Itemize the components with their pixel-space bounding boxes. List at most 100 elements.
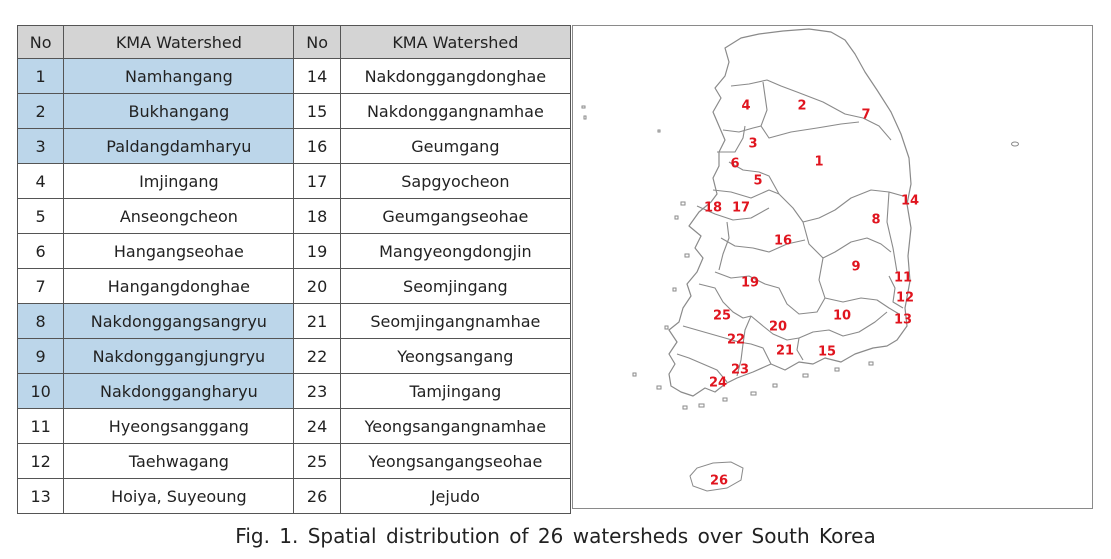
column-header-watershed: KMA Watershed xyxy=(339,25,572,59)
watershed-name: Mangyeongdongjin xyxy=(339,233,572,269)
watershed-label: 7 xyxy=(861,108,870,123)
watershed-name: Geumgang xyxy=(339,128,572,164)
south-korea-map: 1234567891011121314151617181920212223242… xyxy=(581,28,1019,492)
watershed-label: 2 xyxy=(797,99,806,114)
watershed-label: 22 xyxy=(727,333,745,348)
table-row: 5 Anseongcheon 18 Geumgangseohae xyxy=(16,198,572,234)
watershed-label: 26 xyxy=(710,474,728,489)
islands xyxy=(581,105,1019,492)
watershed-number: 14 xyxy=(293,58,341,94)
islet xyxy=(682,405,688,410)
watershed-name: Hyeongsanggang xyxy=(63,408,295,444)
watershed-label: 3 xyxy=(748,137,757,152)
table-row: 2 Bukhangang 15 Nakdonggangnamhae xyxy=(16,93,572,129)
watershed-label: 13 xyxy=(894,313,912,328)
watershed-name: Hoiya, Suyeoung xyxy=(63,478,295,514)
islet xyxy=(834,367,840,372)
islet xyxy=(750,391,757,396)
watershed-label: 9 xyxy=(851,260,860,275)
islet xyxy=(632,372,637,377)
watershed-name: Sapgyocheon xyxy=(339,163,572,199)
mainland xyxy=(668,28,912,397)
watershed-number: 23 xyxy=(293,373,341,409)
islet xyxy=(802,373,809,378)
watershed-name: Taehwagang xyxy=(63,443,295,479)
islet xyxy=(698,403,705,408)
watershed-label: 12 xyxy=(896,291,914,306)
islet xyxy=(583,115,587,120)
table-row: 4 Imjingang 17 Sapgyocheon xyxy=(16,163,572,199)
watershed-number: 3 xyxy=(16,128,65,164)
watershed-boundaries xyxy=(676,79,904,383)
watershed-number: 19 xyxy=(293,233,341,269)
watershed-labels: 1234567891011121314151617181920212223242… xyxy=(704,99,919,489)
table-row: 11 Hyeongsanggang 24 Yeongsangangnamhae xyxy=(16,408,572,444)
islet xyxy=(674,215,679,220)
watershed-label: 5 xyxy=(753,174,762,189)
islet xyxy=(656,385,662,390)
watershed-name: Seomjingang xyxy=(339,268,572,304)
watershed-number: 1 xyxy=(16,58,65,94)
watershed-label: 4 xyxy=(741,99,750,114)
table-row: 12 Taehwagang 25 Yeongsangangseohae xyxy=(16,443,572,479)
watershed-label: 11 xyxy=(894,271,912,286)
watershed-name: Nakdonggangjungryu xyxy=(63,338,295,374)
watershed-number: 18 xyxy=(293,198,341,234)
column-header-no: No xyxy=(293,25,341,59)
watershed-name: Namhangang xyxy=(63,58,295,94)
table-row: 7 Hangangdonghae 20 Seomjingang xyxy=(16,268,572,304)
watershed-name: Hangangseohae xyxy=(63,233,295,269)
watershed-number: 22 xyxy=(293,338,341,374)
watershed-label: 21 xyxy=(776,344,794,359)
watershed-number: 16 xyxy=(293,128,341,164)
islet xyxy=(684,253,690,258)
figure-caption: Fig. 1. Spatial distribution of 26 water… xyxy=(235,524,876,548)
watershed-name: Bukhangang xyxy=(63,93,295,129)
table-header-row: No KMA Watershed No KMA Watershed xyxy=(16,25,572,59)
table-row: 1 Namhangang 14 Nakdonggangdonghae xyxy=(16,58,572,94)
watershed-name: Nakdonggangharyu xyxy=(63,373,295,409)
islet xyxy=(581,105,586,109)
watershed-number: 12 xyxy=(16,443,65,479)
watershed-number: 15 xyxy=(293,93,341,129)
watershed-label: 23 xyxy=(731,363,749,378)
watershed-number: 21 xyxy=(293,303,341,339)
watershed-name: Geumgangseohae xyxy=(339,198,572,234)
watershed-name: Seomjingangnamhae xyxy=(339,303,572,339)
watershed-number: 24 xyxy=(293,408,341,444)
table-body: 1 Namhangang 14 Nakdonggangdonghae 2 Bukhanga… xyxy=(16,58,572,514)
watershed-label: 6 xyxy=(730,157,739,172)
watershed-name: Nakdonggangnamhae xyxy=(339,93,572,129)
watershed-name: Jejudo xyxy=(339,478,572,514)
watershed-name: Nakdonggangsangryu xyxy=(63,303,295,339)
watershed-number: 8 xyxy=(16,303,65,339)
islet xyxy=(657,129,661,133)
islet xyxy=(772,383,778,388)
watershed-number: 5 xyxy=(16,198,65,234)
watershed-number: 2 xyxy=(16,93,65,129)
table-row: 8 Nakdonggangsangryu 21 Seomjingangnamhae xyxy=(16,303,572,339)
watershed-label: 8 xyxy=(871,213,880,228)
watershed-name: Anseongcheon xyxy=(63,198,295,234)
watershed-number: 4 xyxy=(16,163,65,199)
table-row: 13 Hoiya, Suyeoung 26 Jejudo xyxy=(16,478,572,514)
watershed-label: 24 xyxy=(709,376,727,391)
watershed-label: 14 xyxy=(901,194,919,209)
watershed-label: 1 xyxy=(814,155,823,170)
watershed-number: 17 xyxy=(293,163,341,199)
watershed-number: 10 xyxy=(16,373,65,409)
ulleungdo-island xyxy=(1011,141,1019,147)
watershed-number: 20 xyxy=(293,268,341,304)
watershed-name: Yeongsangangnamhae xyxy=(339,408,572,444)
islet xyxy=(722,397,728,402)
islet xyxy=(680,201,686,206)
watershed-label: 15 xyxy=(818,345,836,360)
watershed-number: 25 xyxy=(293,443,341,479)
watershed-number: 11 xyxy=(16,408,65,444)
watershed-label: 19 xyxy=(741,276,759,291)
watershed-number: 26 xyxy=(293,478,341,514)
table-row: 3 Paldangdamharyu 16 Geumgang xyxy=(16,128,572,164)
watershed-number: 13 xyxy=(16,478,65,514)
watershed-name: Yeongsangangseohae xyxy=(339,443,572,479)
watershed-number: 6 xyxy=(16,233,65,269)
